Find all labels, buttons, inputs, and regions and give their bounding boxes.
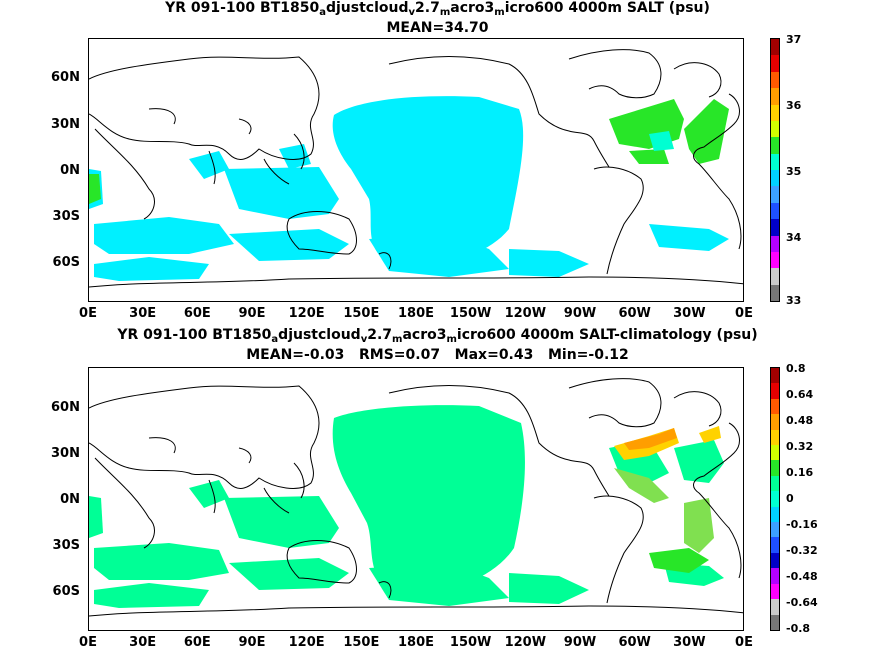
colorbar-swatch xyxy=(771,537,779,553)
lon-label: 150E xyxy=(343,306,380,321)
bottom-lat-label: 30S xyxy=(52,538,80,553)
lon-label: 60E xyxy=(183,306,211,321)
bottom-lat-label: 60N xyxy=(51,400,80,415)
top-lat-label: 30S xyxy=(52,209,80,224)
lon-label: 150W xyxy=(449,635,492,650)
top-lat-label: 30N xyxy=(51,117,80,132)
colorbar-swatch xyxy=(771,170,779,187)
top-salinity-map xyxy=(89,49,743,288)
colorbar-swatch xyxy=(771,39,779,56)
lon-label: 30E xyxy=(129,635,157,650)
colorbar-swatch xyxy=(771,55,779,72)
lon-label: 60W xyxy=(618,306,651,321)
bottom-lat-label: 0N xyxy=(60,492,80,507)
colorbar-swatch xyxy=(771,491,779,507)
colorbar-swatch xyxy=(771,445,779,461)
lon-label: 120W xyxy=(504,635,547,650)
lon-label: 0E xyxy=(79,306,97,321)
top-lat-label: 60N xyxy=(51,70,80,85)
bottom-map-title: YR 091-100 BT1850adjustcloudv2.7macro3mi… xyxy=(117,327,758,345)
bottom-anomaly-map xyxy=(89,378,743,617)
lon-label: 0E xyxy=(735,306,753,321)
colorbar-swatch xyxy=(771,137,779,154)
bottom-colorbar-label: -0.48 xyxy=(786,570,818,583)
lon-label: 90E xyxy=(238,635,266,650)
colorbar-swatch xyxy=(771,153,779,170)
colorbar-swatch xyxy=(771,522,779,538)
top-lat-label: 0N xyxy=(60,163,80,178)
bottom-colorbar-label: 0.8 xyxy=(786,362,806,375)
colorbar-swatch xyxy=(771,475,779,492)
top-colorbar-label: 36 xyxy=(786,99,802,112)
bottom-colorbar-label: 0.48 xyxy=(786,414,814,427)
colorbar-swatch xyxy=(771,219,779,236)
colorbar-swatch xyxy=(771,383,779,399)
lon-label: 0E xyxy=(735,635,753,650)
lon-label: 90W xyxy=(563,306,597,321)
top-map-panel xyxy=(88,38,744,302)
colorbar-swatch xyxy=(771,614,779,630)
lon-label: 30W xyxy=(673,306,706,321)
top-colorbar-label: 35 xyxy=(786,165,802,178)
bottom-colorbar-label: -0.16 xyxy=(786,518,818,531)
top-colorbar-label: 37 xyxy=(786,33,802,46)
bottom-colorbar-label: 0 xyxy=(786,492,794,505)
top-colorbar-label: 34 xyxy=(786,231,802,244)
lon-label: 120E xyxy=(288,635,325,650)
colorbar-swatch xyxy=(771,186,779,203)
colorbar-swatch xyxy=(771,506,779,523)
bottom-map-panel xyxy=(88,367,744,631)
top-lat-label: 60S xyxy=(52,255,80,270)
colorbar-swatch xyxy=(771,398,779,415)
colorbar-swatch xyxy=(771,251,779,269)
top-map-title: YR 091-100 BT1850adjustcloudv2.7macro3mi… xyxy=(165,0,710,18)
lon-label: 60W xyxy=(618,635,651,650)
lon-label: 90W xyxy=(563,635,597,650)
colorbar-swatch xyxy=(771,268,779,285)
colorbar-swatch xyxy=(771,414,779,430)
bottom-map-stats: MEAN=-0.03 RMS=0.07 Max=0.43 Min=-0.12 xyxy=(246,347,629,363)
bottom-colorbar-label: -0.32 xyxy=(786,544,818,557)
top-map-stats: MEAN=34.70 xyxy=(386,20,489,36)
colorbar-swatch xyxy=(771,583,779,600)
colorbar-swatch xyxy=(771,104,779,121)
colorbar-swatch xyxy=(771,599,779,615)
lon-label: 90E xyxy=(238,306,266,321)
lon-label: 30E xyxy=(129,306,157,321)
colorbar-swatch xyxy=(771,235,779,252)
bottom-colorbar-label: -0.64 xyxy=(786,596,818,609)
lon-label: 150W xyxy=(449,306,492,321)
colorbar-swatch xyxy=(771,368,779,384)
bottom-colorbar-label: -0.8 xyxy=(786,622,811,635)
bottom-lat-label: 60S xyxy=(52,584,80,599)
bottom-lat-label: 30N xyxy=(51,446,80,461)
lon-label: 150E xyxy=(343,635,380,650)
top-colorbar xyxy=(770,38,780,302)
bottom-colorbar-label: 0.32 xyxy=(786,440,814,453)
colorbar-swatch xyxy=(771,429,779,446)
lon-label: 30W xyxy=(673,635,706,650)
lon-label: 120E xyxy=(288,306,325,321)
lon-label: 180E xyxy=(397,635,435,650)
bottom-colorbar-label: 0.16 xyxy=(786,466,814,479)
colorbar-swatch xyxy=(771,202,779,220)
lon-label: 0E xyxy=(79,635,97,650)
top-colorbar-label: 33 xyxy=(786,294,802,307)
colorbar-swatch xyxy=(771,552,779,569)
colorbar-swatch xyxy=(771,460,779,476)
bottom-colorbar-label: 0.64 xyxy=(786,388,814,401)
bottom-colorbar xyxy=(770,367,780,631)
colorbar-swatch xyxy=(771,120,779,138)
lon-label: 60E xyxy=(183,635,211,650)
colorbar-swatch xyxy=(771,568,779,584)
colorbar-swatch xyxy=(771,71,779,89)
lon-label: 180E xyxy=(397,306,435,321)
colorbar-swatch xyxy=(771,284,779,301)
colorbar-swatch xyxy=(771,88,779,105)
lon-label: 120W xyxy=(504,306,547,321)
